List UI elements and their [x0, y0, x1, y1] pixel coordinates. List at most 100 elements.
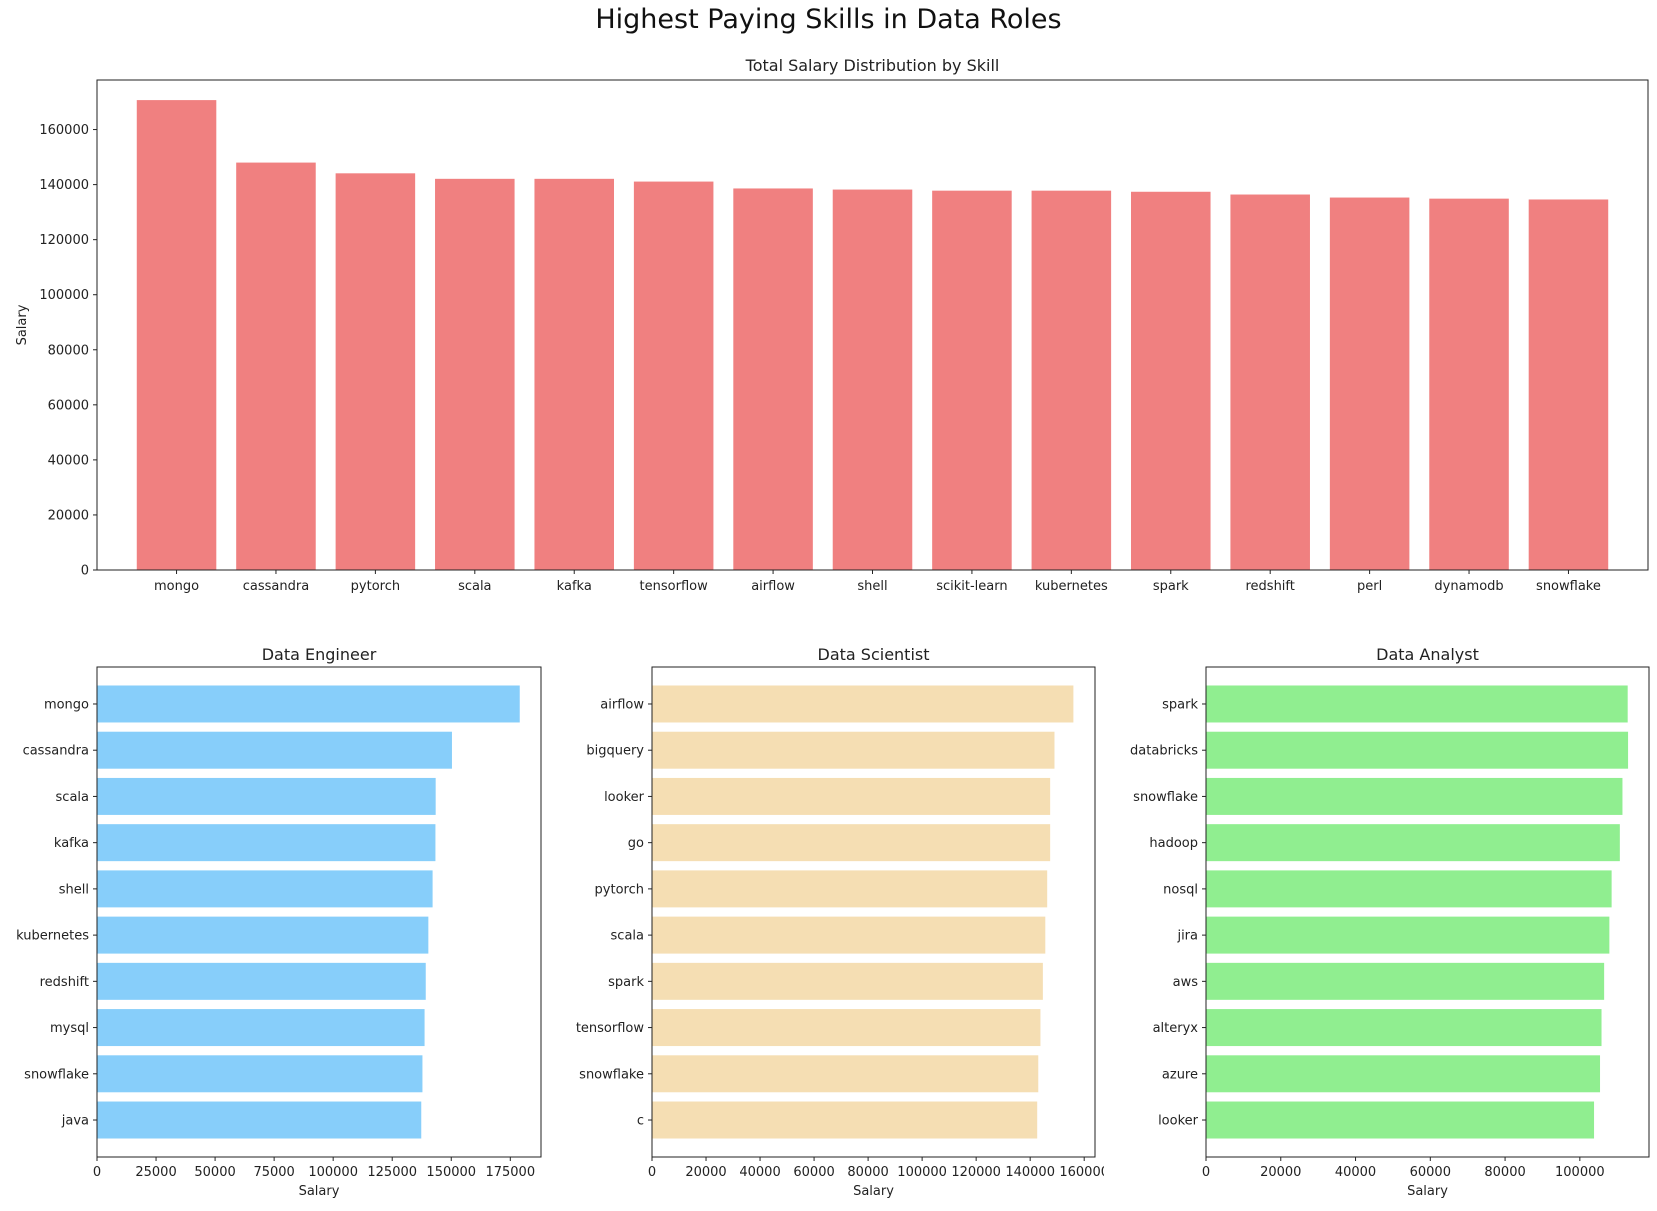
y-tick-label: tensorflow: [576, 1021, 645, 1036]
bar-cassandra: [97, 731, 452, 769]
y-tick-label: kafka: [54, 836, 89, 851]
y-tick-label: mysql: [50, 1021, 89, 1036]
bar-kafka: [97, 824, 436, 862]
bar-mongo: [97, 685, 520, 723]
bar-tensorflow: [633, 181, 714, 570]
y-tick-label: hadoop: [1149, 836, 1198, 851]
y-tick-label: nosql: [1163, 882, 1198, 897]
bar-airflow: [652, 685, 1074, 723]
bar-scala: [97, 777, 436, 815]
y-tick-label: shell: [59, 882, 89, 897]
y-tick-label: scala: [611, 929, 644, 944]
bar-spark: [1206, 685, 1628, 723]
bar-airflow: [733, 188, 813, 570]
bar-alteryx: [1206, 1009, 1602, 1047]
x-tick-label: shell: [857, 579, 887, 594]
bar-looker: [652, 777, 1051, 815]
bar-redshift: [1230, 194, 1310, 571]
bar-aws: [1206, 962, 1605, 1000]
y-tick-label: 160000: [39, 123, 89, 138]
bar-bigquery: [652, 731, 1055, 769]
x-tick-label: 140000: [1005, 1165, 1055, 1180]
x-tick-label: 150000: [426, 1165, 476, 1180]
y-tick-label: mongo: [44, 697, 89, 712]
x-tick-label: 50000: [194, 1165, 235, 1180]
y-tick-label: snowflake: [1133, 790, 1198, 805]
y-tick-label: 0: [81, 564, 89, 579]
x-tick-label: 160000: [1059, 1165, 1104, 1180]
bar-snowflake: [1528, 199, 1609, 570]
plot-frame: [651, 666, 1096, 1158]
bar-mysql: [97, 1009, 425, 1047]
x-tick-label: tensorflow: [640, 579, 709, 594]
bar-scala: [435, 178, 515, 570]
x-tick-label: 40000: [739, 1165, 780, 1180]
data-scientist-chart: Data Scientist airflow bigquery looker go pyt…: [576, 645, 1104, 1199]
bar-shell: [97, 870, 433, 908]
data-engineer-chart: Data Engineer mongo cassandra scala kafka she…: [16, 645, 542, 1199]
y-tick-label: airflow: [600, 697, 644, 712]
x-axis-label: Salary: [853, 1184, 894, 1199]
bar-scikit-learn: [932, 190, 1012, 571]
bar-snowflake: [1206, 777, 1623, 815]
y-tick-label: kubernetes: [16, 929, 89, 944]
bar-scala: [652, 916, 1046, 954]
y-tick-label: java: [61, 1114, 89, 1129]
bar-redshift: [97, 962, 426, 1000]
y-tick-label: looker: [604, 790, 645, 805]
y-tick-label: c: [637, 1114, 644, 1129]
x-tick-label: 40000: [1335, 1165, 1376, 1180]
plot-frame: [96, 666, 542, 1158]
figure-title: Highest Paying Skills in Data Roles: [595, 4, 1062, 35]
x-tick-label: 20000: [685, 1165, 726, 1180]
x-tick-label: 100000: [1555, 1165, 1605, 1180]
bar-spark: [1131, 191, 1211, 570]
x-tick-label: 100000: [308, 1165, 358, 1180]
chart-title: Total Salary Distribution by Skill: [745, 56, 1000, 75]
bar-java: [97, 1101, 422, 1139]
x-tick-label: 125000: [367, 1165, 417, 1180]
bar-pytorch: [335, 173, 416, 570]
bar-azure: [1206, 1055, 1601, 1093]
y-tick-label: alteryx: [1153, 1021, 1199, 1036]
y-tick-label: snowflake: [24, 1067, 89, 1082]
y-tick-label: redshift: [40, 975, 89, 990]
y-tick-label: 140000: [39, 178, 89, 193]
bar-jira: [1206, 916, 1610, 954]
y-tick-label: bigquery: [586, 744, 644, 759]
y-axis-label: Salary: [15, 304, 30, 345]
x-tick-label: dynamodb: [1434, 579, 1503, 594]
x-tick-label: perl: [1357, 579, 1382, 594]
x-axis-label: Salary: [299, 1184, 340, 1199]
bar-spark: [652, 962, 1043, 1000]
chart-title: Data Scientist: [818, 645, 930, 664]
x-tick-label: spark: [1153, 579, 1189, 594]
y-tick-label: scala: [56, 790, 89, 805]
x-tick-label: 75000: [253, 1165, 294, 1180]
y-tick-label: go: [628, 836, 644, 851]
x-tick-label: kafka: [557, 579, 592, 594]
x-tick-label: 80000: [1484, 1165, 1525, 1180]
y-tick-label: cassandra: [23, 744, 89, 759]
y-tick-label: looker: [1158, 1114, 1199, 1129]
chart-title: Data Analyst: [1376, 645, 1479, 664]
bar-go: [652, 824, 1051, 862]
data-analyst-chart: Data Analyst spark databricks snowflake hado…: [1130, 645, 1650, 1199]
bar-c: [652, 1101, 1038, 1139]
x-tick-label: 0: [93, 1165, 101, 1180]
x-tick-label: 0: [1202, 1165, 1210, 1180]
plot-frame: [96, 79, 1649, 571]
bar-kafka: [534, 178, 614, 570]
x-tick-label: scikit-learn: [936, 579, 1007, 594]
bar-perl: [1329, 197, 1410, 571]
y-tick-label: pytorch: [595, 882, 644, 897]
x-tick-label: 175000: [485, 1165, 535, 1180]
x-tick-label: 60000: [793, 1165, 834, 1180]
y-tick-label: snowflake: [579, 1067, 644, 1082]
bar-shell: [832, 189, 913, 570]
bar-mongo: [136, 100, 217, 570]
bar-kubernetes: [1031, 190, 1112, 571]
x-tick-label: kubernetes: [1035, 579, 1108, 594]
y-tick-label: 20000: [48, 508, 89, 523]
